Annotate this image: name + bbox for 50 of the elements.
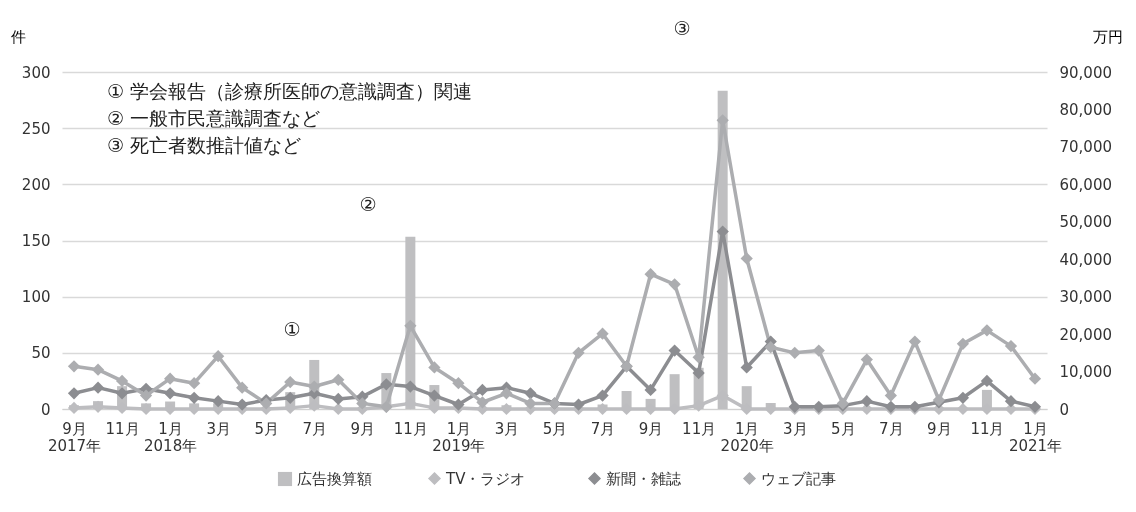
y2-tick-label: 90,000 bbox=[1059, 63, 1112, 82]
legend-label: ウェブ記事 bbox=[761, 469, 836, 488]
x-tick-label: 9月 bbox=[350, 419, 376, 438]
annotation: ① bbox=[283, 318, 301, 340]
y2-tick-label: 30,000 bbox=[1059, 288, 1112, 307]
y-tick-label: 300 bbox=[21, 63, 51, 82]
y-tick-label: 0 bbox=[40, 400, 51, 419]
y2-tick-label: 50,000 bbox=[1059, 213, 1112, 232]
x-tick-label: 1月 2019年 bbox=[432, 419, 486, 455]
y2-tick-label: 10,000 bbox=[1059, 363, 1112, 382]
x-tick-label: 11月 bbox=[970, 419, 1005, 438]
annotation: ① 学会報告（診療所医師の意識調査）関連 bbox=[107, 80, 473, 102]
annotation: ② bbox=[359, 193, 377, 215]
x-tick-label: 3月 bbox=[494, 419, 520, 438]
x-tick-label: 5月 bbox=[254, 419, 279, 438]
y-tick-label: 150 bbox=[21, 232, 51, 250]
x-tick-label: 9月 bbox=[638, 419, 664, 438]
x-tick-label: 1月 2021年 bbox=[1008, 419, 1063, 455]
y2-tick-label: 80,000 bbox=[1059, 100, 1112, 119]
annotation: ② 一般市民意識調査など bbox=[107, 107, 321, 129]
y-tick-label: 200 bbox=[21, 175, 51, 194]
y-axis-title: 件 bbox=[10, 27, 26, 46]
y2-tick-label: 0 bbox=[1059, 400, 1070, 419]
legend-label: 広告換算額 bbox=[297, 470, 372, 488]
x-tick-label: 11月 bbox=[105, 419, 140, 438]
y-tick-label: 100 bbox=[21, 288, 51, 307]
x-tick-label: 3月 bbox=[782, 419, 808, 438]
y-tick-label: 50 bbox=[31, 344, 51, 363]
y2-tick-label: 20,000 bbox=[1059, 325, 1112, 344]
x-tick-label: 11月 bbox=[393, 419, 428, 438]
y2-tick-label: 40,000 bbox=[1059, 250, 1112, 269]
legend-label: 新聞・雑誌 bbox=[606, 469, 681, 488]
annotation: ③ 死亡者数推計値など bbox=[107, 134, 302, 156]
y-tick-label: 250 bbox=[21, 119, 51, 138]
y2-axis-title: 万円 bbox=[1092, 27, 1123, 46]
y2-tick-label: 60,000 bbox=[1059, 175, 1112, 194]
x-tick-label: 5月 bbox=[542, 419, 568, 438]
x-tick-label: 7月 bbox=[590, 419, 616, 438]
x-tick-label: 7月 bbox=[879, 419, 904, 438]
x-tick-label: 3月 bbox=[206, 419, 231, 438]
text: ③ bbox=[673, 17, 691, 39]
x-tick-label: 9月 2017年 bbox=[47, 419, 102, 455]
legend-label: TV・ラジオ bbox=[445, 469, 526, 488]
x-tick-label: 1月 2020年 bbox=[720, 419, 774, 455]
x-tick-label: 11月 bbox=[682, 419, 717, 438]
x-tick-label: 1月 2018年 bbox=[144, 419, 198, 455]
y2-tick-label: 70,000 bbox=[1059, 138, 1112, 157]
x-tick-label: 5月 bbox=[831, 419, 856, 438]
x-tick-label: 9月 bbox=[927, 419, 952, 438]
x-tick-label: 7月 bbox=[302, 419, 328, 438]
